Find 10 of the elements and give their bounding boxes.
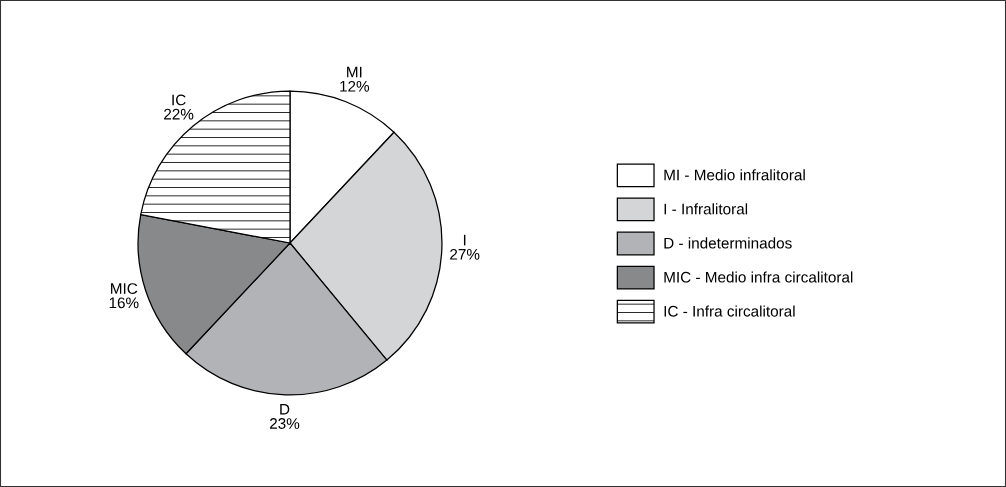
legend-label: MIC - Medio infra circalitoral (664, 271, 853, 283)
data-label: I 27% (450, 234, 480, 260)
data-label: MIC 16% (109, 283, 139, 309)
legend-label: IC - Infra circalitoral (664, 305, 795, 317)
data-label: D 23% (269, 403, 300, 429)
data-label: IC 22% (164, 94, 194, 120)
legend-label: D - indeterminados (664, 237, 792, 249)
legend-label: MI - Medio infralitoral (664, 169, 805, 181)
legend-label: I - Infralitoral (664, 203, 748, 215)
data-label: MI 12% (340, 66, 370, 92)
